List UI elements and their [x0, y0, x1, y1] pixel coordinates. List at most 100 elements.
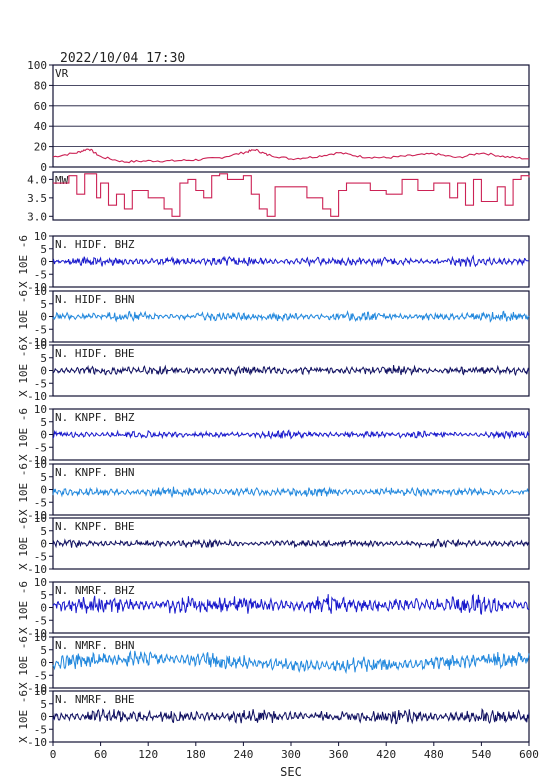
series-trace	[52, 538, 530, 549]
amplitude-axis-label: X 10E -6	[17, 290, 30, 343]
panel-label: N. HIDF. BHZ	[55, 238, 135, 251]
y-tick-label: 10	[34, 230, 47, 243]
series-trace	[52, 148, 529, 164]
y-tick-label: 10	[34, 576, 47, 589]
y-tick-label: 5	[40, 352, 47, 365]
y-tick-label: 10	[34, 285, 47, 298]
panel-label: N. KNPF. BHE	[55, 520, 134, 533]
y-tick-label: 80	[34, 79, 47, 92]
series-trace	[52, 650, 530, 675]
y-tick-label: 3.0	[27, 210, 47, 223]
x-tick-label: 60	[94, 748, 107, 761]
y-tick-label: -10	[27, 336, 47, 349]
panel-label: N. KNPF. BHZ	[55, 411, 135, 424]
y-tick-label: 40	[34, 120, 47, 133]
panel-label: N. NMRF. BHN	[55, 639, 134, 652]
y-tick-label: 100	[27, 59, 47, 72]
series-trace	[52, 254, 530, 268]
y-tick-label: 5	[40, 298, 47, 311]
y-tick-label: 5	[40, 471, 47, 484]
y-tick-label: 10	[34, 403, 47, 416]
series-trace	[53, 173, 530, 217]
panel-label: N. KNPF. BHN	[55, 466, 134, 479]
x-tick-label: 0	[50, 748, 57, 761]
x-tick-label: 540	[471, 748, 491, 761]
y-tick-label: 5	[40, 416, 47, 429]
y-tick-label: -10	[27, 281, 47, 294]
x-tick-label: 180	[186, 748, 206, 761]
y-tick-label: 60	[34, 100, 47, 113]
y-tick-label: 0	[40, 657, 47, 670]
y-tick-label: 10	[34, 631, 47, 644]
y-tick-label: -5	[34, 377, 47, 390]
y-tick-label: 0	[40, 538, 47, 551]
y-tick-label: 0	[40, 311, 47, 324]
y-tick-label: -10	[27, 563, 47, 576]
x-tick-label: 420	[376, 748, 396, 761]
panel-frame	[52, 171, 530, 221]
x-axis: 0 60 120 180 240 300 360 420 480 540 600	[50, 742, 539, 761]
y-tick-label: 20	[34, 141, 47, 154]
x-tick-label: 600	[519, 748, 539, 761]
y-tick-label: 3.5	[27, 192, 47, 205]
y-tick-label: -5	[34, 323, 47, 336]
y-tick-label: 10	[34, 685, 47, 698]
y-tick-label: 5	[40, 698, 47, 711]
amplitude-axis-label: X 10E -6	[17, 581, 30, 634]
y-tick-label: -5	[34, 550, 47, 563]
y-tick-label: -10	[27, 509, 47, 522]
y-tick-label: -5	[34, 723, 47, 736]
y-tick-label: -10	[27, 682, 47, 695]
amplitude-axis-label: X 10E -6	[17, 517, 30, 570]
panel-frame	[52, 64, 530, 168]
panel-label: N. NMRF. BHZ	[55, 584, 135, 597]
amplitude-axis-label: X 10E -6	[17, 463, 30, 516]
y-tick-label: 5	[40, 243, 47, 256]
panel-label: N. NMRF. BHE	[55, 693, 134, 706]
y-tick-label: 5	[40, 525, 47, 538]
y-tick-label: 0	[40, 711, 47, 724]
series-trace	[52, 486, 530, 499]
y-tick-label: -10	[27, 627, 47, 640]
y-tick-label: 0	[40, 256, 47, 269]
x-tick-label: 240	[233, 748, 253, 761]
panel-label: N. HIDF. BHN	[55, 293, 134, 306]
y-tick-label: -5	[34, 496, 47, 509]
x-axis-label: SEC	[280, 765, 302, 779]
y-tick-label: 0	[40, 484, 47, 497]
y-tick-label: -5	[34, 669, 47, 682]
amplitude-axis-label: X 10E -6	[17, 235, 30, 288]
panel-label: N. HIDF. BHE	[55, 347, 134, 360]
y-tick-label: 10	[34, 512, 47, 525]
y-tick-label: -10	[27, 454, 47, 467]
y-tick-label: 0	[40, 429, 47, 442]
amplitude-axis-label: X 10E -6	[17, 408, 30, 461]
x-tick-label: 120	[138, 748, 158, 761]
y-tick-label: 5	[40, 589, 47, 602]
panel-label: MW	[55, 174, 69, 187]
series-trace	[52, 593, 530, 615]
timestamp: 2022/10/04 17:30	[60, 51, 185, 66]
panel-1: 0 20 40 60 80 100 VR	[27, 59, 530, 174]
series-trace	[52, 364, 530, 377]
y-tick-label: 0	[40, 365, 47, 378]
series-trace	[52, 429, 530, 440]
y-tick-label: -10	[27, 736, 47, 749]
y-tick-label: 10	[34, 458, 47, 471]
x-tick-label: 360	[329, 748, 349, 761]
y-tick-label: -5	[34, 614, 47, 627]
x-tick-label: 300	[281, 748, 301, 761]
amplitude-axis-label: X 10E -6	[17, 636, 30, 689]
y-tick-label: 10	[34, 339, 47, 352]
